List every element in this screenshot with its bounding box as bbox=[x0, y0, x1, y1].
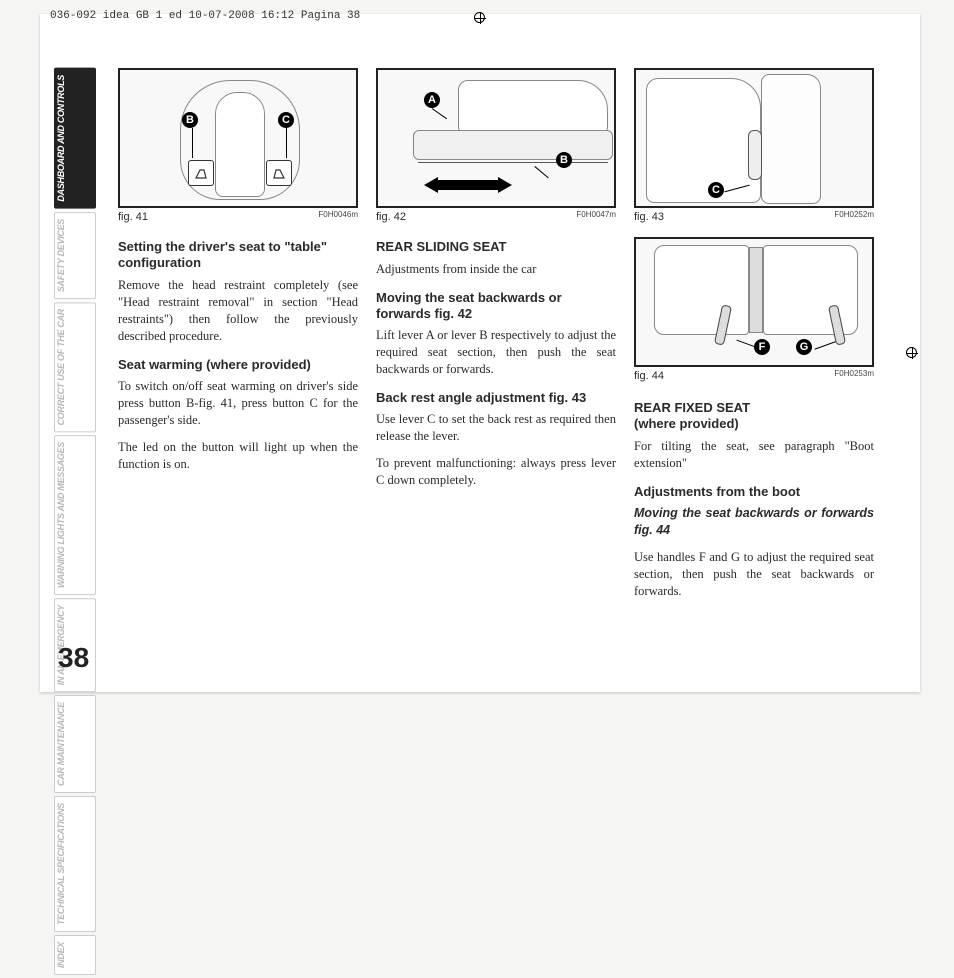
heading-table-config: Setting the driver's seat to "table" con… bbox=[118, 239, 358, 272]
heading-moving-seat: Moving the seat backwards or forwards fi… bbox=[376, 290, 616, 323]
callout-b: B bbox=[556, 152, 572, 168]
section-tabs: DASHBOARD AND CONTROLS SAFETY DEVICES CO… bbox=[54, 68, 104, 978]
figure-44: F G bbox=[634, 237, 874, 367]
tab-correct-use[interactable]: CORRECT USE OF THE CAR bbox=[54, 302, 96, 432]
figure-41: B C bbox=[118, 68, 358, 208]
heading-rear-fixed: REAR FIXED SEAT (where provided) bbox=[634, 400, 874, 433]
para: Lift lever A or lever B respectively to … bbox=[376, 327, 616, 378]
heading-text: REAR FIXED SEAT bbox=[634, 400, 750, 415]
callout-b: B bbox=[182, 112, 198, 128]
seat-heat-button-b bbox=[188, 160, 214, 186]
heading-text: (where provided) bbox=[634, 416, 739, 431]
para: To switch on/off seat warming on driver'… bbox=[118, 378, 358, 429]
manual-page: 036-092 idea GB 1 ed 10-07-2008 16:12 Pa… bbox=[40, 14, 920, 692]
print-header: 036-092 idea GB 1 ed 10-07-2008 16:12 Pa… bbox=[50, 10, 360, 22]
fig-label: fig. 41 bbox=[118, 210, 148, 225]
heading-rear-sliding: REAR SLIDING SEAT bbox=[376, 239, 616, 255]
figcaption-42: fig. 42 F0H0047m bbox=[376, 210, 616, 225]
bidir-arrow-icon bbox=[438, 180, 498, 190]
figcaption-43: fig. 43 F0H0252m bbox=[634, 210, 874, 225]
para: Use lever C to set the back rest as requ… bbox=[376, 411, 616, 445]
callout-c: C bbox=[278, 112, 294, 128]
para: Remove the head restraint completely (se… bbox=[118, 277, 358, 345]
callout-a: A bbox=[424, 92, 440, 108]
column-1: B C fig. 41 F0H0046m Setting the driver'… bbox=[118, 68, 358, 482]
fig-label: fig. 44 bbox=[634, 369, 664, 384]
fig-label: fig. 42 bbox=[376, 210, 406, 225]
column-3: C fig. 43 F0H0252m F G fig. 44 bbox=[634, 68, 874, 610]
para: To prevent malfunctioning: always press … bbox=[376, 455, 616, 489]
crop-mark-right bbox=[906, 347, 918, 359]
seat-heat-button-c bbox=[266, 160, 292, 186]
fig-code: F0H0252m bbox=[834, 210, 874, 225]
crop-mark-top bbox=[474, 12, 486, 24]
heading-seat-warming: Seat warming (where provided) bbox=[118, 357, 358, 373]
tab-dashboard[interactable]: DASHBOARD AND CONTROLS bbox=[54, 68, 96, 209]
callout-g: G bbox=[796, 339, 812, 355]
column-2: A B fig. 42 F0H0047m REAR SLIDING SEAT A… bbox=[376, 68, 616, 499]
heading-adjust-boot: Adjustments from the boot bbox=[634, 484, 874, 500]
para: Adjustments from inside the car bbox=[376, 261, 616, 278]
tab-tech-specs[interactable]: TECHNICAL SPECIFICATIONS bbox=[54, 796, 96, 932]
tab-warnings[interactable]: WARNING LIGHTS AND MESSAGES bbox=[54, 435, 96, 595]
fig-code: F0H0047m bbox=[576, 210, 616, 225]
heading-backrest: Back rest angle adjustment fig. 43 bbox=[376, 390, 616, 406]
para: For tilting the seat, see paragraph "Boo… bbox=[634, 438, 874, 472]
tab-index[interactable]: INDEX bbox=[54, 935, 96, 975]
tab-maintenance[interactable]: CAR MAINTENANCE bbox=[54, 695, 96, 793]
fig-code: F0H0253m bbox=[834, 369, 874, 384]
figcaption-41: fig. 41 F0H0046m bbox=[118, 210, 358, 225]
figcaption-44: fig. 44 F0H0253m bbox=[634, 369, 874, 384]
figure-43: C bbox=[634, 68, 874, 208]
fig-code: F0H0046m bbox=[318, 210, 358, 225]
callout-f: F bbox=[754, 339, 770, 355]
subheading-italic: Moving the seat backwards or forwards fi… bbox=[634, 505, 874, 539]
tab-safety[interactable]: SAFETY DEVICES bbox=[54, 212, 96, 299]
para: Use handles F and G to adjust the requir… bbox=[634, 549, 874, 600]
page-number: 38 bbox=[58, 642, 89, 674]
fig-label: fig. 43 bbox=[634, 210, 664, 225]
figure-42: A B bbox=[376, 68, 616, 208]
callout-c: C bbox=[708, 182, 724, 198]
para: The led on the button will light up when… bbox=[118, 439, 358, 473]
